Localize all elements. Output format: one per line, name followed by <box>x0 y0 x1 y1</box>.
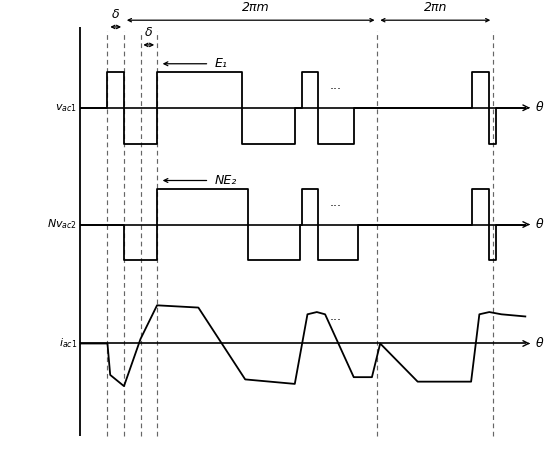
Text: 2πm: 2πm <box>242 1 270 14</box>
Text: NE₂: NE₂ <box>215 174 237 187</box>
Text: $i_{ac1}$: $i_{ac1}$ <box>59 337 77 350</box>
Text: ...: ... <box>330 79 342 92</box>
Text: E₁: E₁ <box>215 57 228 70</box>
Text: $Nv_{ac2}$: $Nv_{ac2}$ <box>47 218 77 231</box>
Text: θ: θ <box>536 218 544 231</box>
Text: ...: ... <box>330 310 342 323</box>
Text: ...: ... <box>330 196 342 208</box>
Text: θ: θ <box>536 337 544 350</box>
Text: θ: θ <box>536 101 544 114</box>
Text: $v_{ac1}$: $v_{ac1}$ <box>55 102 77 114</box>
Text: δ: δ <box>112 8 120 21</box>
Text: δ: δ <box>145 26 153 39</box>
Text: 2πn: 2πn <box>424 1 447 14</box>
